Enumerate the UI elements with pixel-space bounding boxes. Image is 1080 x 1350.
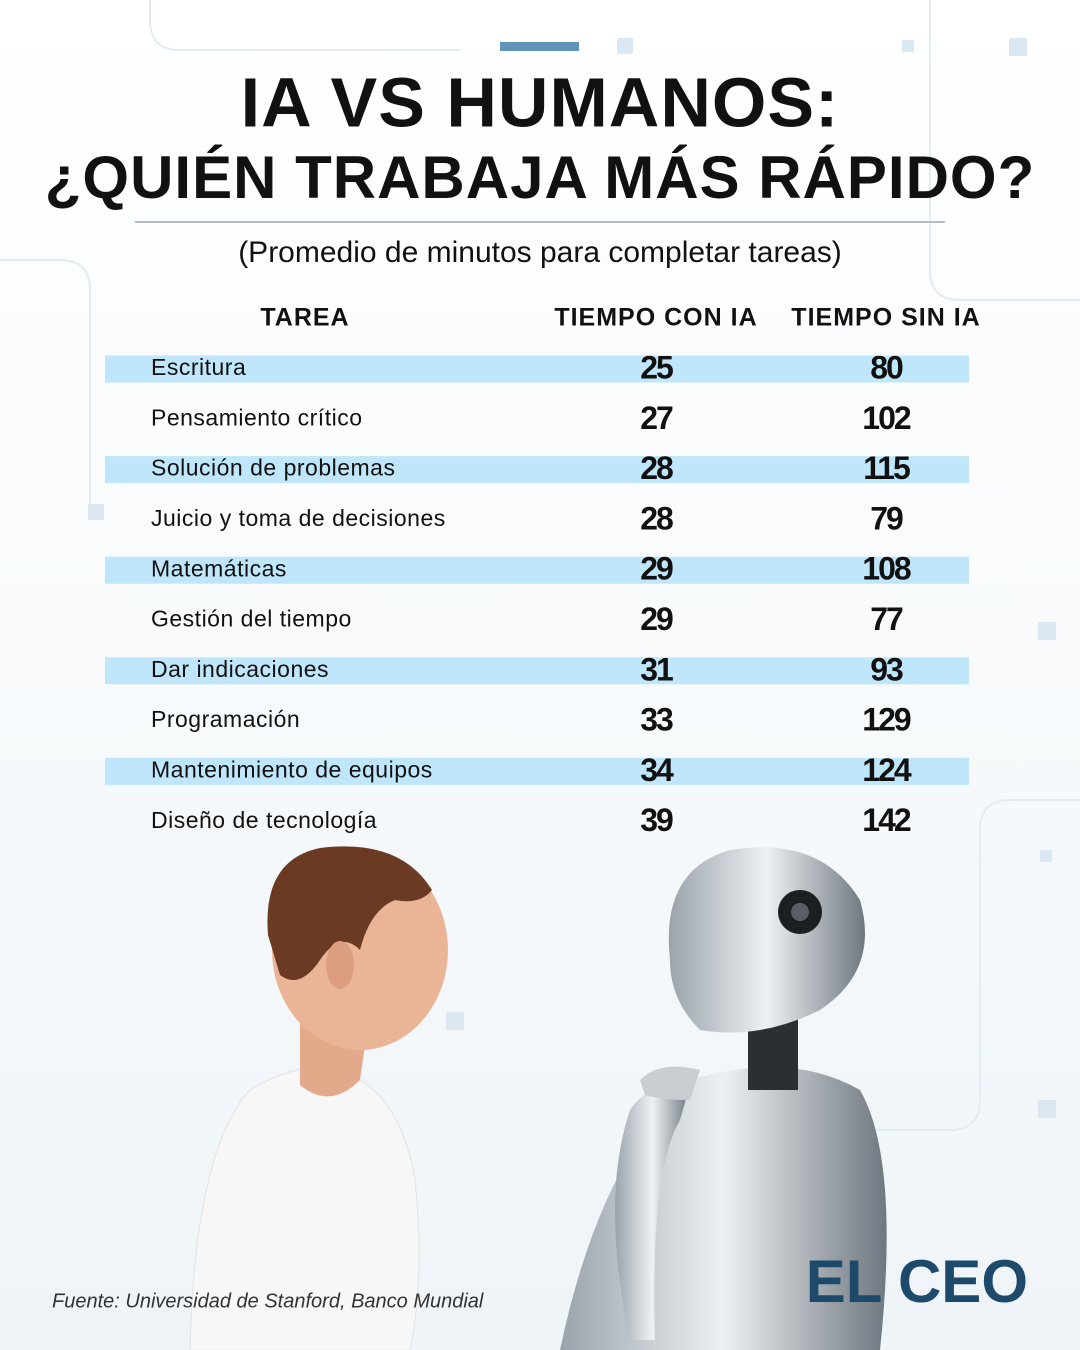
task-name: Pensamiento crítico	[151, 404, 362, 430]
decor-squares	[88, 38, 1056, 1118]
time-with-ai: 34	[640, 752, 674, 788]
table-row: Juicio y toma de decisiones 28 79	[151, 500, 905, 536]
table-row: Solución de problemas 28 115	[105, 450, 969, 486]
title-line2: ¿QUIÉN TRABAJA MÁS RÁPIDO?	[45, 144, 1035, 211]
time-with-ai: 27	[640, 400, 673, 436]
row-stripe	[105, 657, 969, 685]
time-without-ai: 79	[870, 500, 903, 536]
table-row: Programación 33 129	[151, 702, 913, 738]
task-name: Juicio y toma de decisiones	[151, 505, 446, 531]
table-row: Pensamiento crítico 27 102	[151, 400, 913, 436]
table-row: Gestión del tiempo 29 77	[151, 601, 905, 637]
time-without-ai: 80	[870, 349, 903, 385]
row-stripe	[105, 757, 969, 785]
task-name: Escritura	[151, 354, 246, 380]
task-name: Matemáticas	[151, 555, 287, 581]
table-row: Escritura 25 80	[105, 349, 969, 385]
time-with-ai: 28	[640, 500, 673, 536]
table: TAREA TIEMPO CON IA TIEMPO SIN IA Escrit…	[105, 304, 980, 838]
row-stripe	[105, 556, 969, 584]
title-line1: IA VS HUMANOS:	[241, 63, 840, 141]
time-without-ai: 102	[862, 400, 911, 436]
time-without-ai: 108	[862, 551, 911, 587]
task-name: Mantenimiento de equipos	[151, 756, 433, 782]
accent-bar	[500, 42, 579, 51]
task-name: Gestión del tiempo	[151, 606, 352, 632]
task-name: Programación	[151, 706, 300, 732]
time-with-ai: 25	[640, 349, 673, 385]
time-with-ai: 29	[640, 551, 673, 587]
time-without-ai: 115	[863, 450, 910, 486]
circuit-lines	[0, 0, 1080, 1131]
table-row: Mantenimiento de equipos 34 124	[105, 752, 969, 788]
table-row: Diseño de tecnología 39 142	[151, 802, 913, 838]
task-name: Solución de problemas	[151, 455, 395, 481]
robot-illustration	[560, 847, 887, 1350]
human-illustration	[189, 846, 448, 1350]
time-without-ai: 77	[870, 601, 903, 637]
time-with-ai: 28	[640, 450, 673, 486]
row-stripe	[105, 456, 969, 484]
row-stripe	[105, 355, 969, 383]
task-name: Dar indicaciones	[151, 656, 329, 682]
source: Fuente: Universidad de Stanford, Banco M…	[52, 1290, 484, 1312]
subtitle: (Promedio de minutos para completar tare…	[238, 236, 842, 269]
time-with-ai: 31	[640, 651, 673, 687]
column-header: TIEMPO CON IA	[554, 304, 757, 332]
task-name: Diseño de tecnología	[151, 807, 377, 833]
time-with-ai: 29	[640, 601, 673, 637]
time-without-ai: 124	[862, 752, 912, 788]
table-row: Matemáticas 29 108	[105, 551, 969, 587]
table-row: Dar indicaciones 31 93	[105, 651, 969, 687]
time-with-ai: 33	[640, 702, 673, 738]
time-without-ai: 129	[862, 702, 911, 738]
time-with-ai: 39	[640, 802, 673, 838]
column-header: TIEMPO SIN IA	[791, 304, 980, 332]
column-header: TAREA	[260, 304, 349, 332]
time-without-ai: 93	[870, 651, 903, 687]
time-without-ai: 142	[862, 802, 911, 838]
logo: EL CEO	[806, 1248, 1028, 1315]
